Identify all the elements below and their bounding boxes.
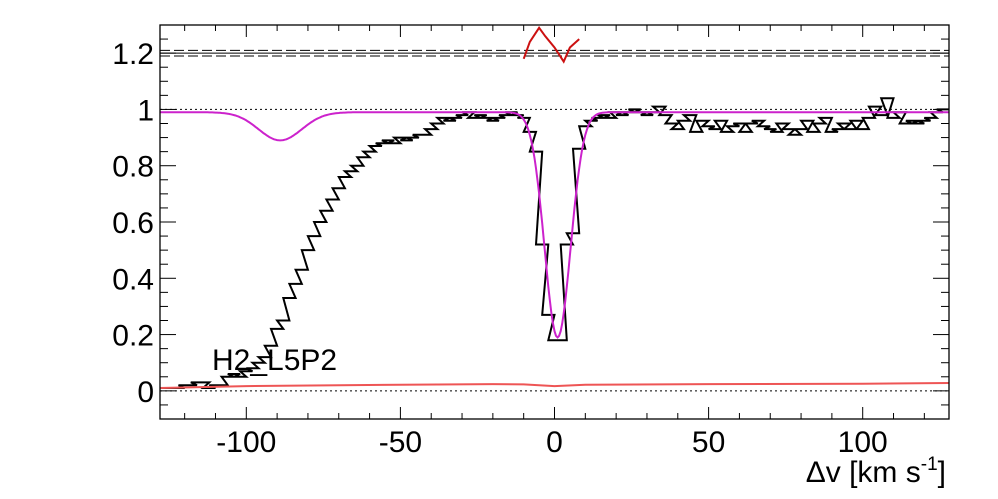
y-tick-labels: 0 0.2 0.4 0.6 0.8 1 1.2	[112, 38, 154, 409]
x-tick-label: 50	[692, 426, 725, 459]
spectrum-step-line	[160, 97, 949, 389]
x-tick-label: 0	[546, 426, 563, 459]
x-axis-label: Δv [km s-1]	[806, 454, 946, 489]
y-tick-label: 1	[137, 94, 154, 127]
line-annotation: H2_L5P2	[212, 344, 337, 377]
residual-line	[522, 26, 580, 64]
y-tick-label: 0	[137, 376, 154, 409]
y-tick-label: 0.6	[112, 207, 154, 240]
x-tick-labels: -100 -50 0 50 100	[216, 426, 887, 459]
plot-area	[160, 26, 949, 389]
x-tick-label: 100	[838, 426, 888, 459]
x-tick-label: -50	[379, 426, 422, 459]
y-tick-label: 0.4	[112, 263, 154, 296]
model-fit-line	[160, 111, 949, 339]
reference-lines	[160, 49, 949, 392]
axis-ticks	[160, 24, 949, 420]
y-tick-label: 0.8	[112, 151, 154, 184]
x-tick-label: -100	[216, 426, 276, 459]
y-tick-label: 0.2	[112, 320, 154, 353]
y-tick-label: 1.2	[112, 38, 154, 71]
error-line	[160, 382, 949, 389]
